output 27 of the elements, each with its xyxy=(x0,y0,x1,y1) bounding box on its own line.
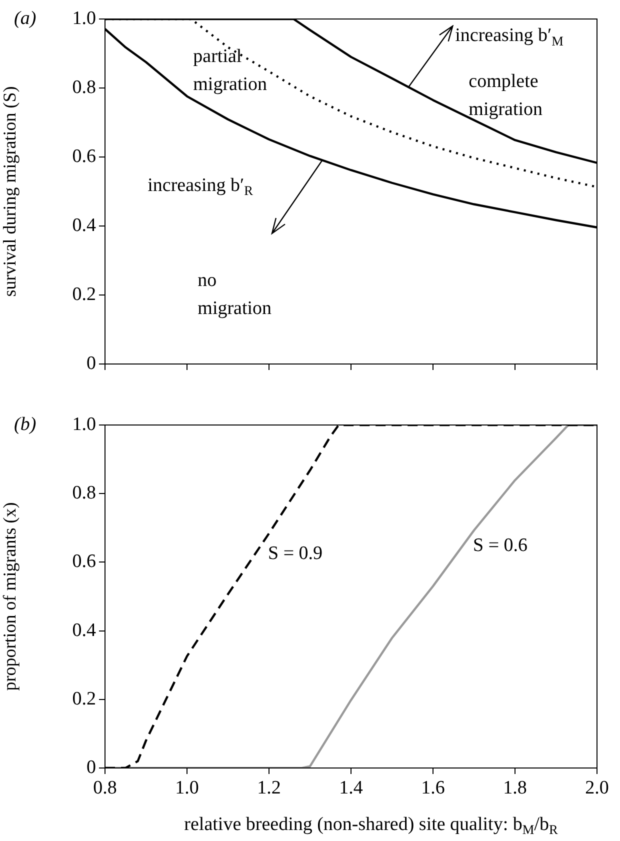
y-axis-title: proportion of migrants (x) xyxy=(0,502,20,691)
series-label: S = 0.9 xyxy=(268,543,323,564)
series-label: S = 0.6 xyxy=(473,535,528,556)
y-tick-label: 0.2 xyxy=(72,284,96,305)
x-tick-label: 2.0 xyxy=(585,777,609,798)
annotation: complete migration xyxy=(468,71,544,120)
y-axis-title: survival during migration (S) xyxy=(0,86,20,297)
y-tick-label: 1.0 xyxy=(72,8,96,29)
x-tick-label: 1.6 xyxy=(421,777,445,798)
y-tick-label: 1.0 xyxy=(72,414,96,435)
x-tick-label: 1.4 xyxy=(339,777,364,798)
y-tick-label: 0.8 xyxy=(72,482,96,504)
x-tick-label: 1.0 xyxy=(175,777,199,798)
chart-title: (b) xyxy=(14,414,36,435)
x-tick-label: 1.8 xyxy=(503,777,527,798)
y-tick-label: 0.2 xyxy=(72,688,96,710)
y-tick-label: 0 xyxy=(86,756,96,778)
annotation: no migration xyxy=(198,270,272,320)
y-tick-label: 0.4 xyxy=(72,214,96,236)
y-tick-label: 0.6 xyxy=(72,146,96,167)
chart-title: (a) xyxy=(14,8,36,29)
x-tick-label: 1.2 xyxy=(257,777,281,798)
y-tick-label: 0 xyxy=(86,352,96,374)
annotation: partial migration xyxy=(193,46,268,95)
y-tick-label: 0.4 xyxy=(72,620,96,641)
y-tick-label: 0.6 xyxy=(72,551,96,572)
y-tick-label: 0.8 xyxy=(72,76,96,98)
